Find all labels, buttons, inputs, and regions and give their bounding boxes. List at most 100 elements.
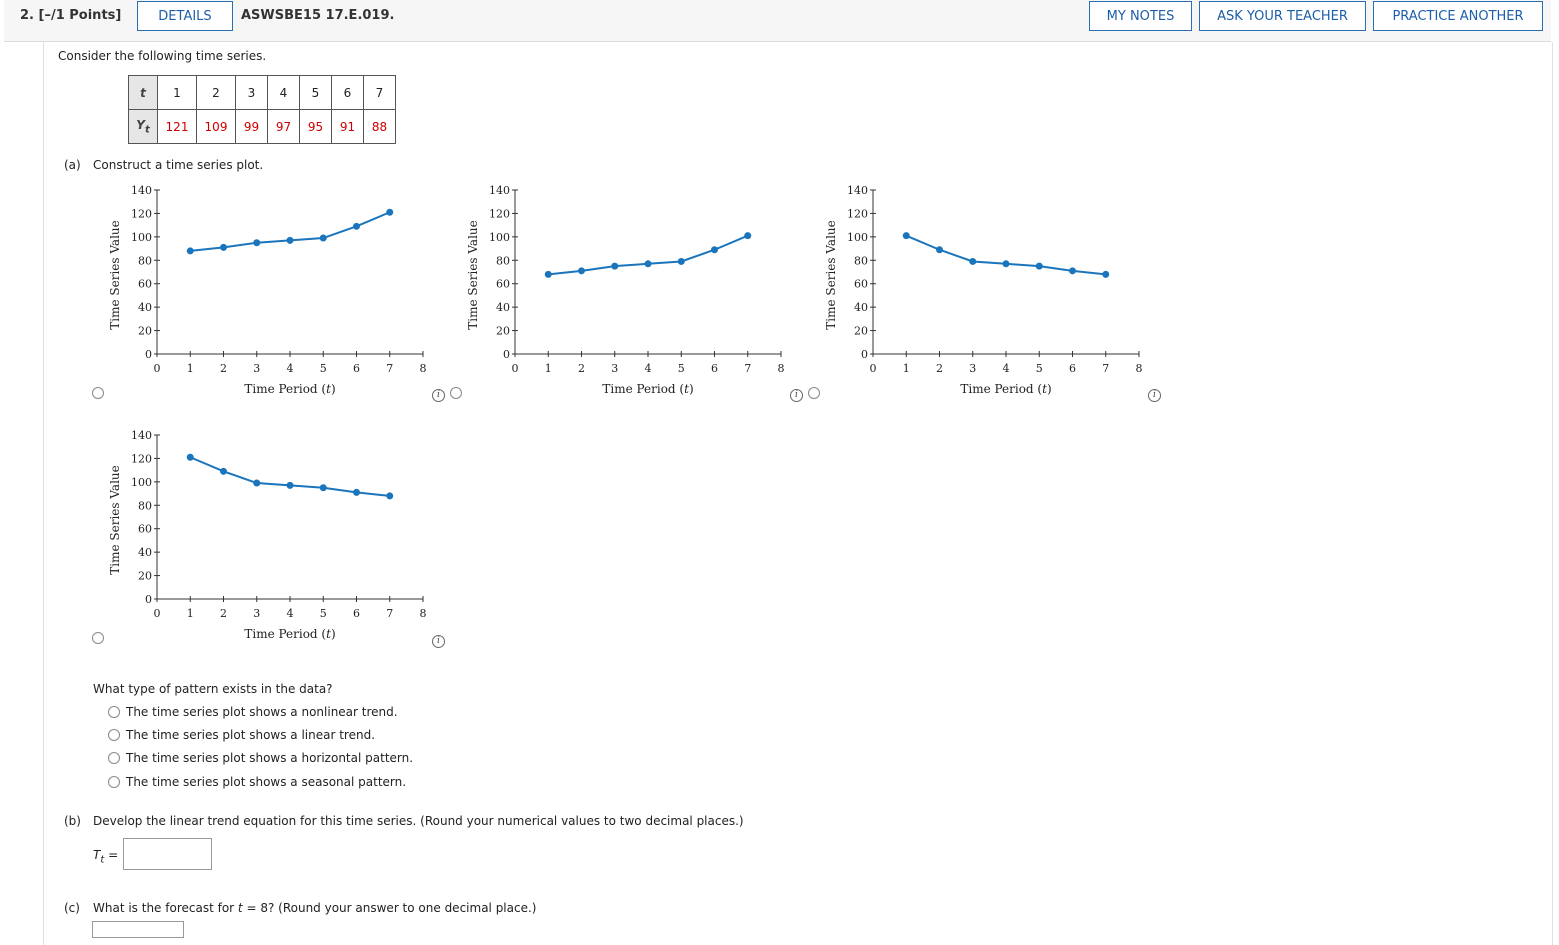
part-c-text: What is the forecast for	[93, 901, 238, 915]
pattern-option-label: The time series plot shows a nonlinear t…	[126, 705, 398, 719]
x-tick-label: 4	[287, 362, 294, 375]
trend-equation-input[interactable]	[123, 838, 212, 870]
info-icon[interactable]: i	[432, 635, 445, 648]
pattern-option[interactable]: The time series plot shows a nonlinear t…	[108, 705, 398, 719]
radio-icon[interactable]	[108, 752, 120, 764]
x-tick-label: 0	[870, 362, 877, 375]
info-icon[interactable]: i	[432, 389, 445, 402]
radio-icon[interactable]	[108, 706, 120, 718]
t-cell: 1	[157, 75, 197, 110]
series-line	[905, 234, 1106, 276]
x-axis-title-var: t	[1042, 382, 1047, 396]
y-cell: 91	[331, 109, 364, 144]
y-header: Yt	[128, 109, 158, 144]
part-b-label: (b)	[64, 814, 81, 828]
x-tick-label: 3	[969, 362, 976, 375]
radio-icon[interactable]	[108, 729, 120, 741]
chart-option-3-radio[interactable]	[808, 387, 820, 399]
y-tick-label: 20	[854, 325, 868, 338]
part-c-prompt: What is the forecast for t = 8? (Round y…	[93, 901, 536, 915]
y-tick-label: 140	[847, 184, 868, 197]
part-c-label: (c)	[64, 901, 80, 915]
x-tick-label: 6	[711, 362, 718, 375]
y-tick-label: 80	[138, 254, 152, 267]
pattern-option-label: The time series plot shows a linear tren…	[126, 728, 376, 742]
x-tick-label: 5	[320, 607, 327, 620]
x-tick-label: 2	[578, 362, 585, 375]
forecast-input[interactable]	[92, 921, 184, 938]
chart-option-2-radio[interactable]	[450, 387, 462, 399]
x-tick-label: 3	[253, 607, 260, 620]
x-tick-label: 3	[611, 362, 618, 375]
chart-option-4-radio[interactable]	[92, 632, 104, 644]
data-point	[611, 262, 619, 270]
data-point	[969, 257, 977, 265]
x-tick-label: 7	[744, 362, 751, 375]
my-notes-button[interactable]: MY NOTES	[1089, 1, 1192, 31]
data-point	[353, 222, 360, 230]
x-tick-label: 6	[353, 607, 360, 620]
part-b-prompt: Develop the linear trend equation for th…	[93, 814, 744, 828]
y-tick-label: 40	[854, 301, 868, 314]
y-tick-label: 40	[496, 301, 510, 314]
radio-icon[interactable]	[108, 776, 120, 788]
y-axis-title: Time Series Value	[108, 465, 122, 575]
y-tick-label: 60	[854, 278, 868, 291]
chart-option-1: 0 20 40 60 80 100 120 140 0 1 2 3 4 5 6 7 8 Time Period (…	[108, 184, 427, 396]
x-axis-title-text: Time Period (	[244, 627, 326, 641]
x-tick-label: 2	[220, 362, 227, 375]
data-point	[1102, 270, 1110, 278]
x-axis-title: Time Period (t)	[244, 627, 335, 641]
x-axis-title: Time Period (t)	[602, 382, 693, 396]
x-tick-label: 0	[154, 607, 161, 620]
x-tick-label: 4	[1003, 362, 1010, 375]
y-tick-label: 60	[496, 278, 510, 291]
table-row-y: Yt 121 109 99 97 95 91 88	[128, 109, 396, 144]
x-tick-label: 4	[645, 362, 652, 375]
practice-another-button[interactable]: PRACTICE ANOTHER	[1373, 1, 1543, 31]
trend-variable: Tt =	[93, 848, 118, 865]
points-label: 2. [–/1 Points]	[20, 8, 122, 23]
y-tick-label: 60	[138, 278, 152, 291]
pattern-option-label: The time series plot shows a seasonal pa…	[126, 775, 407, 789]
series-line	[189, 456, 390, 497]
data-point	[220, 467, 227, 475]
pattern-option[interactable]: The time series plot shows a seasonal pa…	[108, 775, 406, 789]
info-icon[interactable]: i	[790, 389, 803, 402]
question-header: 2. [–/1 Points] DETAILS ASWSBE15 17.E.01…	[4, 0, 1551, 42]
pattern-question: What type of pattern exists in the data?	[93, 682, 333, 696]
y-header-sub: t	[144, 124, 150, 136]
y-axis-title: Time Series Value	[108, 220, 122, 330]
data-point	[286, 236, 294, 244]
x-tick-label: 5	[1036, 362, 1043, 375]
pattern-option-label: The time series plot shows a horizontal …	[126, 751, 414, 765]
chart-option-1-radio[interactable]	[92, 387, 104, 399]
y-tick-label: 80	[496, 254, 510, 267]
x-tick-label: 7	[386, 362, 393, 375]
x-axis-title-text: Time Period (	[244, 382, 326, 396]
x-tick-label: 3	[253, 362, 260, 375]
pattern-option[interactable]: The time series plot shows a horizontal …	[108, 751, 413, 765]
y-tick-label: 120	[131, 452, 152, 465]
x-tick-label: 7	[1102, 362, 1109, 375]
y-cell: 109	[196, 109, 236, 144]
info-icon[interactable]: i	[1148, 389, 1161, 402]
data-point	[319, 234, 327, 242]
chart-option-3: 0 20 40 60 80 100 120 140 0 1 2 3 4 5 6 7 8 Time Period (…	[824, 184, 1143, 396]
y-cell: 88	[363, 109, 396, 144]
pattern-option[interactable]: The time series plot shows a linear tren…	[108, 728, 375, 742]
x-tick-label: 5	[320, 362, 327, 375]
ask-teacher-button[interactable]: ASK YOUR TEACHER	[1199, 1, 1366, 31]
y-tick-label: 0	[861, 348, 868, 361]
x-tick-label: 8	[778, 362, 785, 375]
x-axis-title-var: t	[326, 382, 331, 396]
y-tick-label: 80	[854, 254, 868, 267]
details-button[interactable]: DETAILS	[137, 1, 233, 31]
data-point	[186, 453, 194, 461]
x-axis-title-var: t	[684, 382, 689, 396]
y-tick-label: 80	[138, 499, 152, 512]
y-tick-label: 20	[138, 570, 152, 583]
data-point	[677, 257, 685, 265]
data-point	[1035, 262, 1043, 270]
data-point	[386, 208, 394, 216]
